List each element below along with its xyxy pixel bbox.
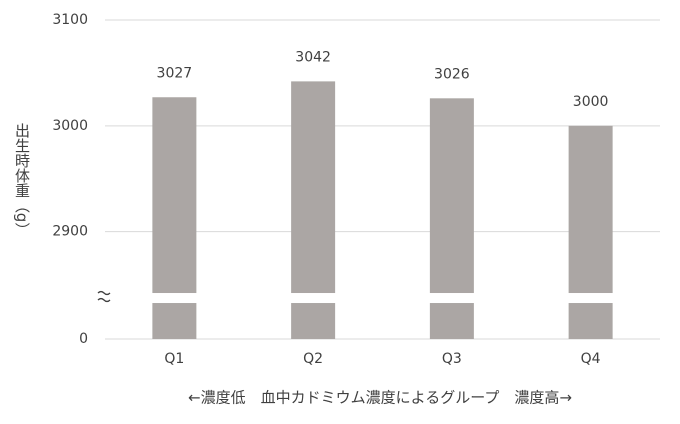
bar	[152, 97, 197, 294]
bar-lower	[291, 303, 336, 339]
data-label: 3042	[295, 49, 331, 65]
data-label: 3027	[157, 65, 193, 81]
x-tick-label: Q4	[581, 351, 601, 367]
axis-break-symbol	[97, 290, 111, 303]
bar	[429, 98, 474, 294]
x-tick-label: Q1	[164, 351, 184, 367]
bar	[568, 125, 613, 294]
bar-lower	[429, 303, 474, 339]
x-axis-label: ←濃度低 血中カドミウム濃度によるグループ 濃度高→	[188, 389, 572, 407]
y-tick-label: 3000	[52, 118, 88, 134]
y-tick-label: 0	[79, 331, 88, 347]
data-label: 3026	[434, 66, 470, 82]
bar-lower	[568, 303, 613, 339]
y-tick-label: 2900	[52, 224, 88, 240]
x-tick-label: Q2	[303, 351, 323, 367]
y-tick-label: 3100	[52, 12, 88, 28]
x-tick-label: Q3	[442, 351, 462, 367]
y-axis-label: 出生時体重（g）	[13, 123, 31, 238]
bar	[291, 81, 336, 294]
bar-lower	[152, 303, 197, 339]
data-label: 3000	[573, 94, 609, 110]
